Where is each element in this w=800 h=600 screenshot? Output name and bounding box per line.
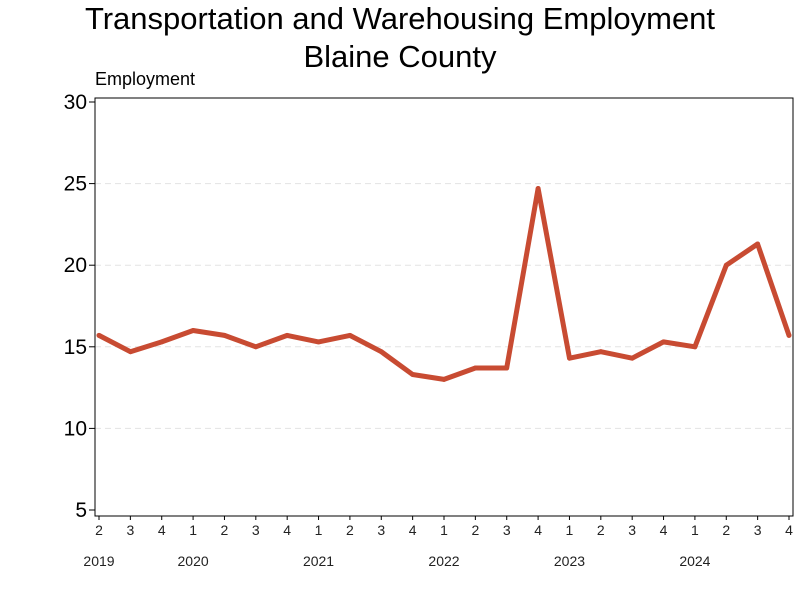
y-tick-label: 10 (64, 417, 87, 440)
x-tick-label: 3 (754, 522, 762, 538)
x-tick-label: 2 (722, 522, 730, 538)
gridlines (95, 183, 793, 429)
y-axis: 5 10 15 20 25 30 (64, 91, 95, 522)
x-tick-label: 4 (409, 522, 417, 538)
x-tick-label: 3 (503, 522, 511, 538)
year-label: 2020 (178, 553, 209, 569)
x-tick-label: 2 (597, 522, 605, 538)
data-point (378, 349, 384, 355)
data-point (723, 262, 729, 268)
data-point (410, 372, 416, 377)
x-tick-label: 3 (126, 522, 134, 538)
data-point (535, 186, 541, 191)
x-tick-label: 4 (660, 522, 668, 538)
data-point (253, 344, 259, 350)
data-point (755, 241, 761, 247)
data-point (284, 332, 290, 338)
plot-area (94, 97, 794, 517)
data-point (567, 355, 572, 361)
x-tick-label: 1 (189, 522, 197, 538)
year-labels: 2019 2020 2021 2022 2023 2024 (83, 553, 710, 569)
year-label: 2023 (554, 553, 585, 569)
x-tick-label: 3 (628, 522, 636, 538)
x-axis: 2 3 4 1 2 3 4 1 2 3 4 1 2 3 4 1 2 3 4 1 2 3 4 (95, 516, 793, 538)
y-tick-label: 20 (64, 254, 87, 277)
x-tick-label: 4 (283, 522, 291, 538)
year-label: 2024 (679, 553, 710, 569)
x-tick-label: 1 (566, 522, 574, 538)
y-tick-label: 25 (64, 173, 87, 196)
data-point (190, 328, 196, 333)
series-line (96, 186, 792, 382)
data-point (159, 339, 165, 345)
x-tick-label: 2 (95, 522, 103, 538)
x-tick-label: 4 (785, 522, 793, 538)
x-tick-label: 1 (691, 522, 699, 538)
data-point (598, 349, 604, 355)
x-tick-label: 2 (346, 522, 354, 538)
x-tick-label: 1 (315, 522, 323, 538)
data-point (127, 349, 133, 355)
x-tick-label: 1 (440, 522, 448, 538)
data-point (347, 332, 353, 338)
data-point (222, 332, 227, 338)
y-axis-label: Employment (95, 69, 195, 89)
chart-title: Transportation and Warehousing Employmen… (84, 1, 716, 36)
y-tick-label: 30 (64, 91, 87, 114)
x-tick-label: 2 (221, 522, 229, 538)
x-tick-label: 3 (377, 522, 385, 538)
year-label: 2022 (428, 553, 459, 569)
y-tick-label: 15 (64, 336, 87, 359)
year-label: 2019 (83, 553, 114, 569)
x-tick-label: 3 (252, 522, 260, 538)
x-tick-label: 2 (471, 522, 479, 538)
data-points (96, 186, 792, 382)
data-point (472, 365, 478, 371)
data-point (504, 365, 510, 371)
data-point (629, 355, 635, 361)
y-tick-label: 5 (75, 499, 87, 522)
data-point (441, 377, 447, 382)
data-point (692, 344, 698, 350)
data-point (786, 332, 792, 338)
data-point (661, 339, 666, 345)
year-label: 2021 (303, 553, 334, 569)
data-point (96, 332, 102, 338)
chart-subtitle: Blaine County (303, 39, 497, 74)
x-tick-label: 4 (534, 522, 542, 538)
data-point (316, 339, 321, 345)
x-tick-label: 4 (158, 522, 166, 538)
